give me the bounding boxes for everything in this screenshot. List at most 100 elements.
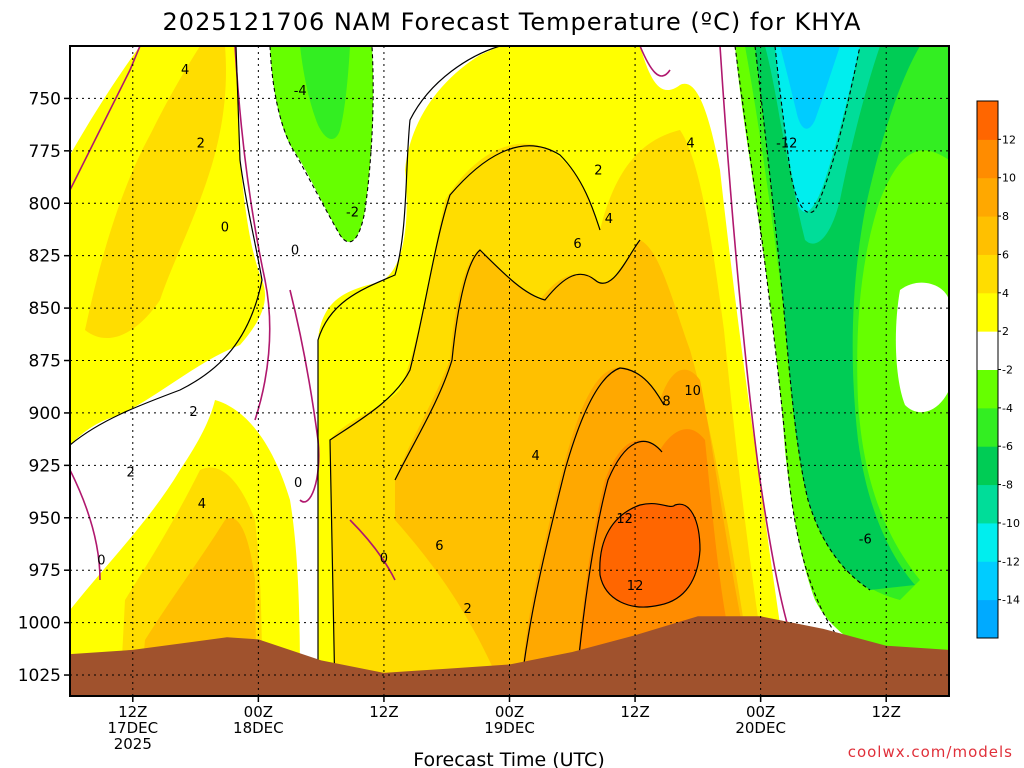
- colorbar-label: 2: [1002, 325, 1009, 338]
- y-tick-label: 925: [29, 456, 61, 476]
- colorbar-swatch: [977, 369, 998, 409]
- contour-2b: [317, 46, 501, 696]
- x-tick-label: 2025: [114, 735, 152, 753]
- colorbar-swatch: [977, 561, 998, 601]
- x-tick-label: 12Z: [118, 703, 147, 721]
- colorbar-label: -2: [1002, 364, 1013, 377]
- contour-zero-2: [234, 46, 271, 421]
- colorbar-swatch: [977, 484, 998, 524]
- colorbar-swatch: [977, 522, 998, 562]
- colorbar-swatch: [977, 407, 998, 447]
- x-tick-label: 12Z: [620, 703, 649, 721]
- colorbar-swatch: [977, 292, 998, 332]
- y-tick-label: 875: [29, 352, 61, 372]
- y-tick-label: 975: [29, 561, 61, 581]
- contour-neg10: [774, 46, 861, 213]
- contour-neg6: [754, 46, 871, 591]
- contour-label: 10: [684, 384, 701, 399]
- x-tick-label: 00Z: [495, 703, 524, 721]
- y-tick-label: 825: [29, 247, 61, 267]
- colorbar-label: -12: [1002, 555, 1020, 568]
- contour-label: 4: [532, 449, 540, 464]
- contour-label: 2: [189, 405, 197, 420]
- colorbar: -14 -12 -10 -8 -6 -4 -2 2 4 6 8 10 12: [976, 100, 1020, 639]
- contour-8: [519, 367, 665, 696]
- contour-label: 8: [662, 394, 670, 409]
- band-neg12: [780, 46, 840, 129]
- colorbar-label: -10: [1002, 517, 1020, 530]
- contour-neg2: [734, 46, 949, 663]
- contour-label: 0: [294, 476, 302, 491]
- band-4: [85, 46, 226, 339]
- colorbar-label: 8: [1002, 210, 1009, 223]
- band-neg4-upper: [300, 46, 350, 140]
- contour-6: [394, 239, 641, 481]
- band-12: [599, 503, 700, 607]
- colorbar-swatch: [977, 139, 998, 179]
- contour-label: 6: [435, 539, 443, 554]
- contour-zero-6: [289, 289, 320, 503]
- y-tick-label: 1025: [18, 666, 61, 686]
- contour-label: 4: [686, 136, 694, 151]
- contour-label: 2: [127, 466, 135, 481]
- y-tick-label: 850: [29, 299, 61, 319]
- colorbar-swatch: [977, 216, 998, 255]
- y-tick-label: 800: [29, 194, 61, 214]
- contour-label: -4: [294, 84, 307, 99]
- colorbar-label: 10: [1002, 172, 1016, 185]
- y-tick-label: 900: [29, 404, 61, 424]
- contour-label: 0: [291, 243, 299, 258]
- x-tick-label: 20DEC: [735, 719, 786, 737]
- contour-zero-4: [719, 46, 801, 661]
- colorbar-swatch: [977, 446, 998, 486]
- contour-label: 0: [380, 552, 388, 567]
- colorbar-swatch: [977, 599, 998, 639]
- x-tick-label: 12Z: [369, 703, 398, 721]
- colorbar-swatch: [977, 331, 998, 370]
- colorbar-label: -6: [1002, 440, 1013, 453]
- contour-10: [574, 441, 663, 696]
- y-axis: 750 775 800 825 850 875 900 925 950 975 1000 1025: [18, 89, 70, 686]
- contour-zero-1: [70, 46, 141, 191]
- chart-title: 2025121706 NAM Forecast Temperature (ºC)…: [163, 8, 862, 36]
- contour-zero-5: [70, 469, 101, 581]
- contour-label: 4: [605, 212, 613, 227]
- contour-label: 2: [594, 164, 602, 179]
- site-credit[interactable]: coolwx.com/models: [848, 743, 1013, 761]
- colorbar-label: 4: [1002, 287, 1009, 300]
- contour-label: 4: [181, 63, 189, 78]
- contour-labels: 4 2 0 -4 -2 0 2 4 2 0 0 0 2 6 4 2 4 6 4 8 10 12 12 -12 -6: [97, 63, 872, 617]
- x-tick-label: 12Z: [872, 703, 901, 721]
- contour-label: 0: [97, 554, 105, 569]
- colorbar-label: -14: [1002, 594, 1020, 607]
- colorbar-swatch: [977, 177, 998, 217]
- contour-label: 2: [464, 602, 472, 617]
- hole-1: [895, 282, 949, 413]
- contour-12: [599, 502, 701, 608]
- contour-4: [329, 145, 601, 696]
- contour-label: -2: [346, 206, 359, 221]
- contour-label: 12: [627, 579, 644, 594]
- contour-neg2-upper: [269, 46, 374, 243]
- colorbar-label: -4: [1002, 402, 1013, 415]
- x-tick-label: 19DEC: [484, 719, 535, 737]
- contour-2: [70, 46, 263, 446]
- contour-zero-7: [349, 519, 396, 581]
- band-neg2-upper: [270, 46, 374, 242]
- contour-label: 4: [198, 497, 206, 512]
- contour-label: 2: [197, 136, 205, 151]
- y-tick-label: 750: [29, 89, 61, 109]
- y-tick-label: 775: [29, 142, 61, 162]
- colorbar-label: -8: [1002, 479, 1013, 492]
- y-tick-label: 1000: [18, 614, 61, 634]
- contour-label: -12: [776, 136, 797, 151]
- colorbar-swatch: [977, 101, 998, 140]
- x-tick-label: 00Z: [244, 703, 273, 721]
- contour-label: -6: [859, 533, 872, 548]
- x-tick-label: 00Z: [746, 703, 775, 721]
- x-tick-label: 17DEC: [107, 719, 158, 737]
- terrain-fill: [70, 616, 949, 696]
- contour-label: 6: [573, 237, 581, 252]
